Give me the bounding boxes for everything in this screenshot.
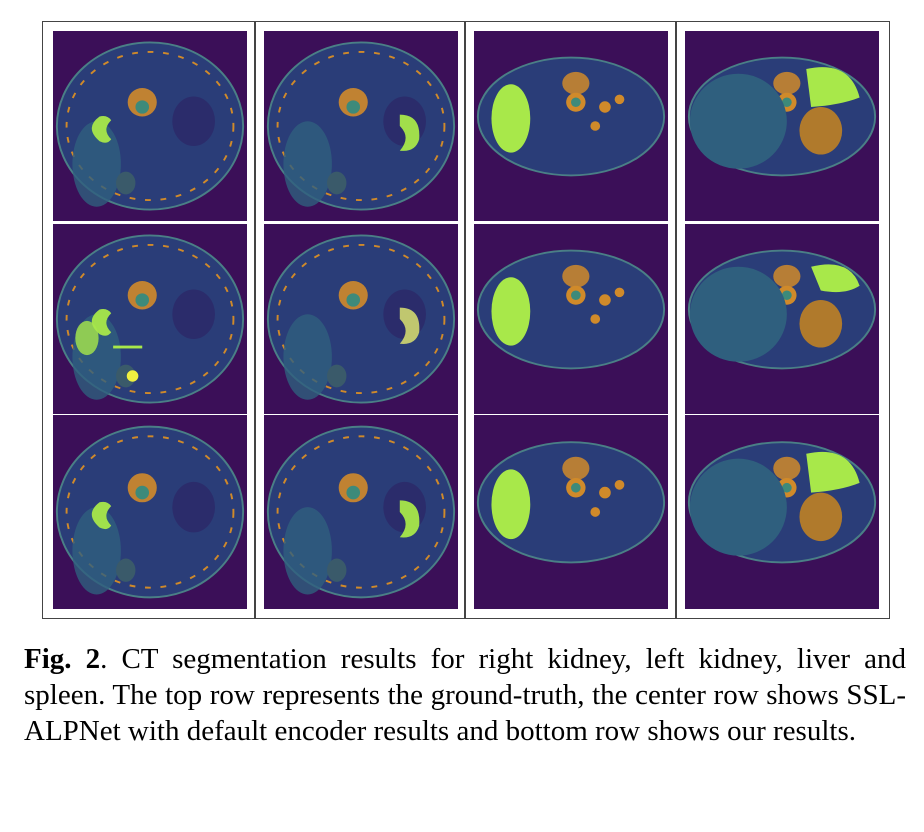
ct-panel-ssl-alpnet-spleen	[685, 224, 879, 414]
ct-panel-ground-truth-spleen	[685, 31, 879, 221]
ct-panel-ground-truth-right-kidney	[53, 31, 247, 221]
caption-text: . CT segmentation results for right kidn…	[24, 643, 906, 747]
ct-panel-ours-right-kidney	[53, 415, 247, 609]
ct-panel-ours-spleen	[685, 415, 879, 609]
column-divider	[675, 21, 677, 619]
figure-caption: Fig. 2. CT segmentation results for righ…	[24, 641, 906, 749]
ct-panel-ground-truth-liver	[474, 31, 668, 221]
ct-panel-ground-truth-left-kidney	[264, 31, 458, 221]
ct-panel-ssl-alpnet-right-kidney	[53, 224, 247, 414]
ct-panel-ssl-alpnet-liver	[474, 224, 668, 414]
ct-panel-ours-liver	[474, 415, 668, 609]
column-divider	[254, 21, 256, 619]
ct-panel-ssl-alpnet-left-kidney	[264, 224, 458, 414]
column-divider	[464, 21, 466, 619]
figure-label: Fig. 2	[24, 643, 101, 675]
ct-panel-ours-left-kidney	[264, 415, 458, 609]
